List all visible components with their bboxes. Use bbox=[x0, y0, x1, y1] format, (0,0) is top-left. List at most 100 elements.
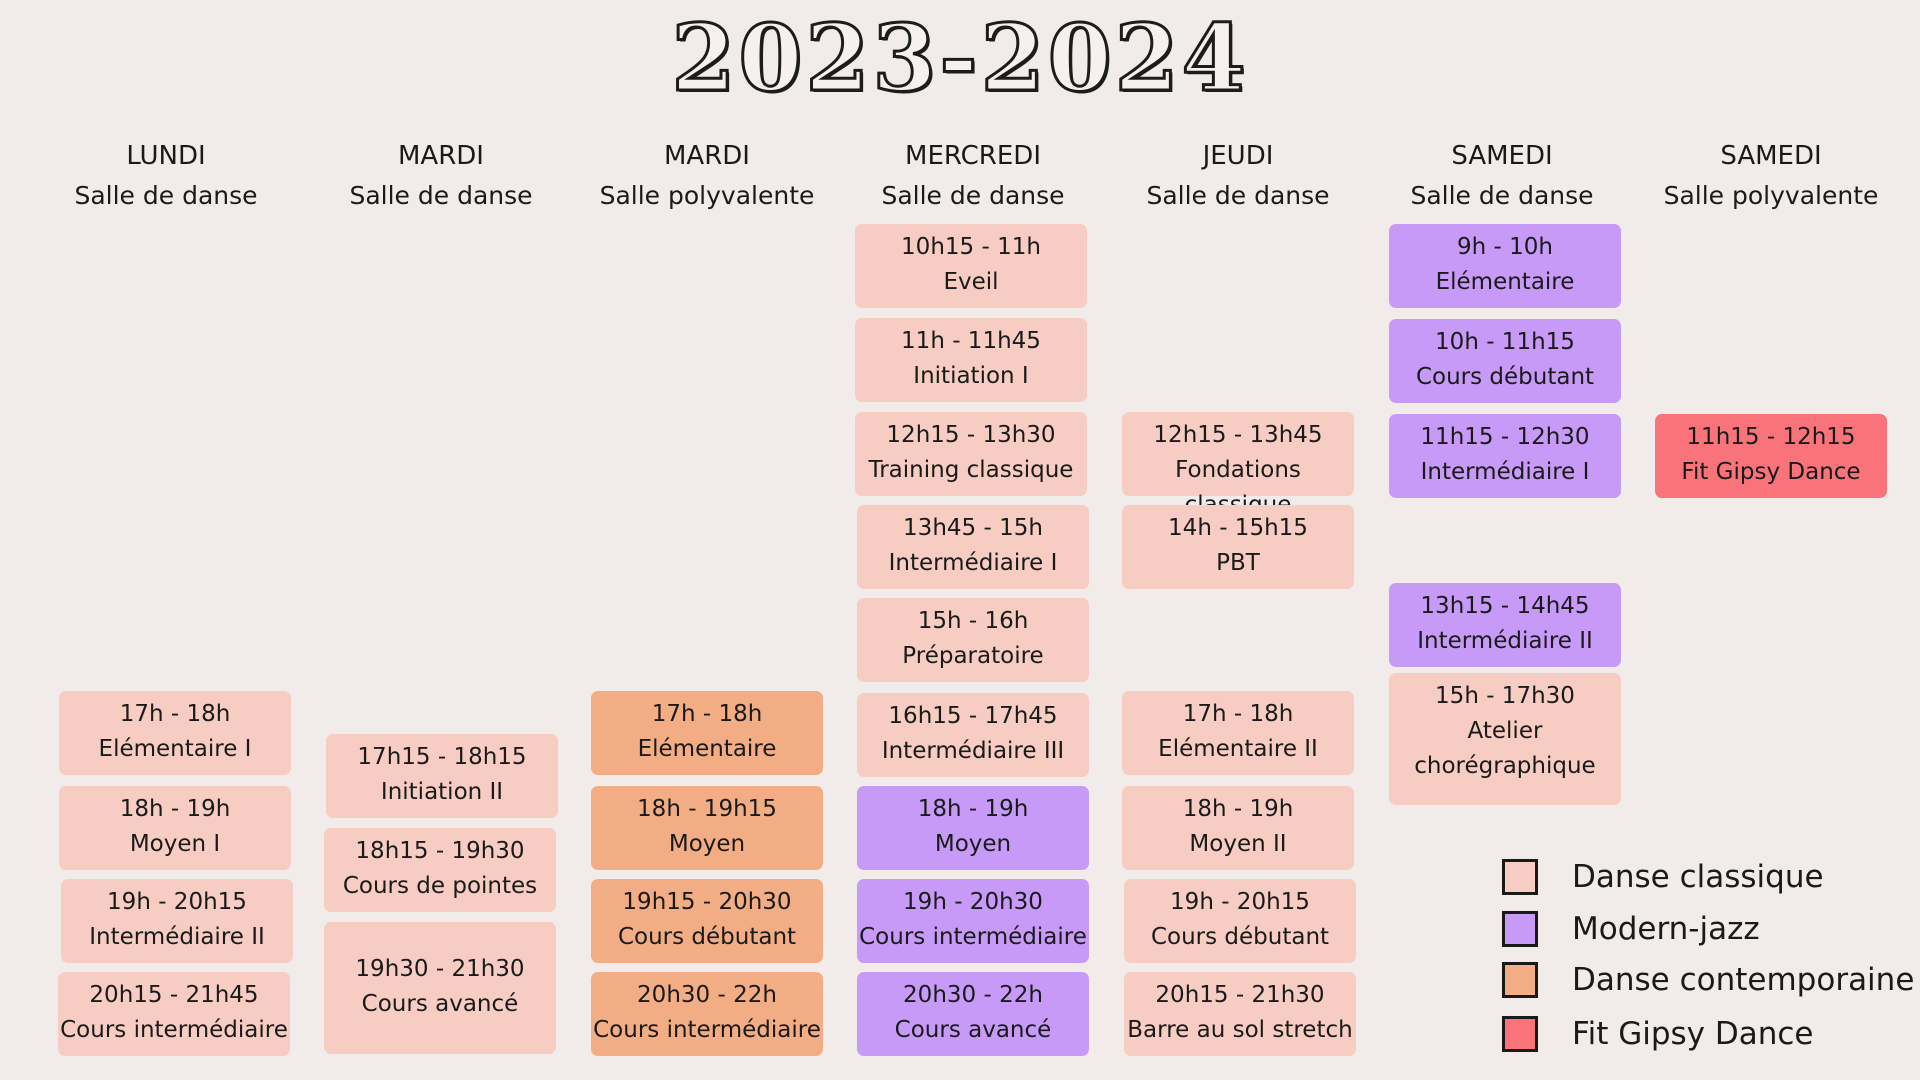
class-name: Elémentaire bbox=[637, 736, 777, 762]
class-card: 20h30 - 22h Cours intermédiaire bbox=[591, 972, 823, 1056]
class-card: 11h - 11h45 Initiation I bbox=[855, 318, 1087, 402]
class-name: Cours avancé bbox=[361, 991, 519, 1017]
class-time: 13h15 - 14h45 bbox=[1420, 593, 1590, 619]
class-name: Moyen I bbox=[129, 831, 221, 857]
column-header-mercredi: MERCREDI Salle de danse bbox=[853, 136, 1093, 216]
class-name: Atelier bbox=[1467, 718, 1543, 744]
class-card: 18h15 - 19h30 Cours de pointes bbox=[324, 828, 556, 912]
class-time: 20h30 - 22h bbox=[637, 982, 777, 1008]
class-time: 16h15 - 17h45 bbox=[888, 703, 1058, 729]
legend-label: Danse classique bbox=[1572, 859, 1824, 895]
class-card: 19h - 20h15 Cours débutant bbox=[1124, 879, 1356, 963]
class-name: Préparatoire bbox=[902, 643, 1044, 669]
class-name: Initiation II bbox=[380, 779, 504, 805]
class-name: Cours intermédiaire bbox=[859, 924, 1087, 950]
class-time: 18h - 19h15 bbox=[637, 796, 777, 822]
class-time: 15h - 17h30 bbox=[1435, 683, 1575, 709]
class-name: Moyen II bbox=[1189, 831, 1287, 857]
class-name: Cours débutant bbox=[1150, 924, 1330, 950]
class-card: 20h30 - 22h Cours avancé bbox=[857, 972, 1089, 1056]
legend-swatch bbox=[1502, 962, 1538, 998]
column-header-mardi-danse: MARDI Salle de danse bbox=[321, 136, 561, 216]
class-card: 13h45 - 15h Intermédiaire I bbox=[857, 505, 1089, 589]
class-name: Cours intermédiaire bbox=[593, 1017, 821, 1043]
class-card: 11h15 - 12h15 Fit Gipsy Dance bbox=[1655, 414, 1887, 498]
class-time: 14h - 15h15 bbox=[1168, 515, 1308, 541]
day-label: SAMEDI bbox=[1451, 141, 1553, 171]
class-card: 14h - 15h15 PBT bbox=[1122, 505, 1354, 589]
class-time: 19h - 20h30 bbox=[903, 889, 1043, 915]
class-time: 17h - 18h bbox=[1182, 701, 1294, 727]
day-label: MARDI bbox=[398, 141, 484, 171]
class-name: Eveil bbox=[943, 269, 999, 295]
class-name: Barre au sol stretch bbox=[1127, 1017, 1353, 1043]
class-name: Elémentaire I bbox=[98, 736, 252, 762]
class-name: Fit Gipsy Dance bbox=[1681, 459, 1861, 485]
class-name: Intermédiaire III bbox=[881, 738, 1065, 764]
class-card: 20h15 - 21h30 Barre au sol stretch bbox=[1124, 972, 1356, 1056]
class-name: Intermédiaire II bbox=[1417, 628, 1593, 654]
class-time: 19h30 - 21h30 bbox=[355, 956, 525, 982]
class-name-line-2: chorégraphique bbox=[1414, 753, 1596, 779]
room-label: Salle polyvalente bbox=[599, 181, 815, 210]
class-card: 19h - 20h30 Cours intermédiaire bbox=[857, 879, 1089, 963]
class-time: 15h - 16h bbox=[917, 608, 1029, 634]
class-time: 19h - 20h15 bbox=[107, 889, 247, 915]
class-time: 12h15 - 13h30 bbox=[886, 422, 1056, 448]
column-header-samedi-danse: SAMEDI Salle de danse bbox=[1382, 136, 1622, 216]
class-name: Elémentaire II bbox=[1158, 736, 1318, 762]
day-label: LUNDI bbox=[126, 141, 206, 171]
legend-label: Fit Gipsy Dance bbox=[1572, 1016, 1814, 1052]
room-label: Salle de danse bbox=[1410, 181, 1594, 210]
class-card: 15h - 17h30 Atelier chorégraphique bbox=[1389, 673, 1621, 805]
class-name: Moyen bbox=[668, 831, 746, 857]
class-name: Cours débutant bbox=[617, 924, 797, 950]
class-card: 12h15 - 13h30 Training classique bbox=[855, 412, 1087, 496]
class-time: 10h - 11h15 bbox=[1435, 329, 1575, 355]
class-name: Cours de pointes bbox=[342, 873, 538, 899]
legend-label: Modern-jazz bbox=[1572, 911, 1760, 947]
column-header-jeudi: JEUDI Salle de danse bbox=[1118, 136, 1358, 216]
class-card: 9h - 10h Elémentaire bbox=[1389, 224, 1621, 308]
class-time: 17h - 18h bbox=[651, 701, 763, 727]
class-time: 19h15 - 20h30 bbox=[622, 889, 792, 915]
class-time: 18h - 19h bbox=[1182, 796, 1294, 822]
class-card: 15h - 16h Préparatoire bbox=[857, 598, 1089, 682]
column-header-lundi: LUNDI Salle de danse bbox=[46, 136, 286, 216]
legend-swatch bbox=[1502, 1016, 1538, 1052]
class-name: Training classique bbox=[868, 457, 1074, 483]
class-card: 18h - 19h Moyen II bbox=[1122, 786, 1354, 870]
class-time: 17h15 - 18h15 bbox=[357, 744, 527, 770]
room-label: Salle de danse bbox=[74, 181, 258, 210]
class-time: 20h30 - 22h bbox=[903, 982, 1043, 1008]
day-label: MERCREDI bbox=[905, 141, 1041, 171]
class-card: 17h - 18h Elémentaire I bbox=[59, 691, 291, 775]
class-card: 17h - 18h Elémentaire II bbox=[1122, 691, 1354, 775]
class-card: 20h15 - 21h45 Cours intermédiaire bbox=[58, 972, 290, 1056]
class-name: Intermédiaire I bbox=[1420, 459, 1590, 485]
class-time: 17h - 18h bbox=[119, 701, 231, 727]
day-label: SAMEDI bbox=[1720, 141, 1822, 171]
class-card: 13h15 - 14h45 Intermédiaire II bbox=[1389, 583, 1621, 667]
class-name: Moyen bbox=[934, 831, 1012, 857]
class-card: 10h15 - 11h Eveil bbox=[855, 224, 1087, 308]
class-time: 20h15 - 21h45 bbox=[89, 982, 259, 1008]
class-name: Intermédiaire I bbox=[888, 550, 1058, 576]
class-card: 10h - 11h15 Cours débutant bbox=[1389, 319, 1621, 403]
room-label: Salle polyvalente bbox=[1663, 181, 1879, 210]
class-name: Cours avancé bbox=[894, 1017, 1052, 1043]
column-header-samedi-polyvalente: SAMEDI Salle polyvalente bbox=[1651, 136, 1891, 216]
class-time: 18h15 - 19h30 bbox=[355, 838, 525, 864]
class-time: 10h15 - 11h bbox=[901, 234, 1041, 260]
class-time: 18h - 19h bbox=[119, 796, 231, 822]
class-name: Cours débutant bbox=[1415, 364, 1595, 390]
class-card: 18h - 19h15 Moyen bbox=[591, 786, 823, 870]
room-label: Salle de danse bbox=[1146, 181, 1330, 210]
room-label: Salle de danse bbox=[349, 181, 533, 210]
class-card: 19h15 - 20h30 Cours débutant bbox=[591, 879, 823, 963]
legend-swatch bbox=[1502, 859, 1538, 895]
class-time: 13h45 - 15h bbox=[903, 515, 1043, 541]
class-card: 16h15 - 17h45 Intermédiaire III bbox=[857, 693, 1089, 777]
class-time: 11h15 - 12h30 bbox=[1420, 424, 1590, 450]
class-time: 18h - 19h bbox=[917, 796, 1029, 822]
